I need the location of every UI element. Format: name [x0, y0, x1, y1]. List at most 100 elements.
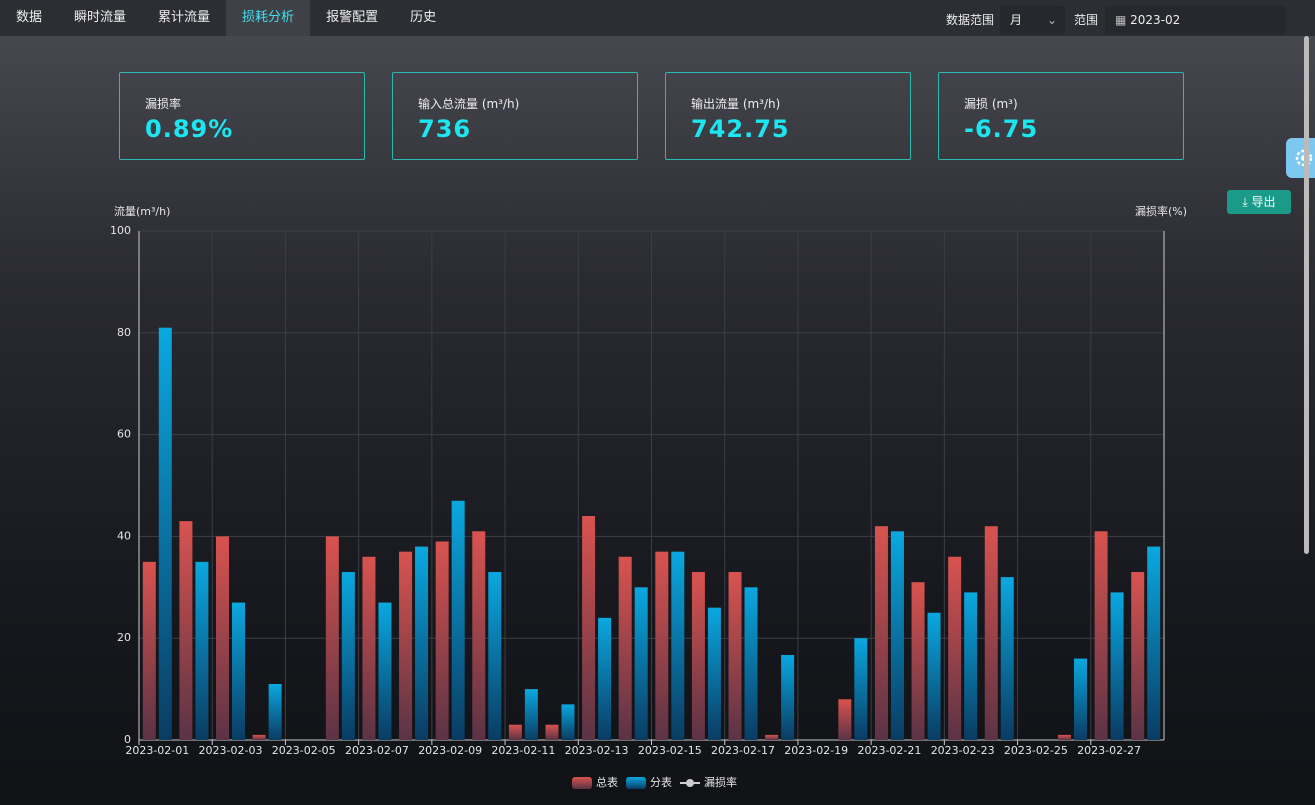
y-tick-label: 40	[117, 529, 131, 542]
bar	[1094, 531, 1108, 740]
stat-label: 漏损 (m³)	[964, 97, 1018, 111]
bar	[1000, 577, 1014, 740]
range-label: 数据范围	[946, 13, 995, 27]
nav-item[interactable]: 报警配置	[326, 10, 379, 25]
bar	[142, 561, 156, 740]
range-select[interactable]: 月 ⌄	[1000, 6, 1065, 34]
bar	[1110, 592, 1124, 740]
bar	[765, 734, 779, 740]
legend-label: 分表	[650, 775, 672, 789]
y-tick-label: 80	[117, 326, 131, 339]
bar	[232, 602, 246, 740]
bar	[598, 617, 612, 740]
stat-value: 736	[418, 115, 472, 143]
bar	[378, 602, 392, 740]
nav-item[interactable]: 瞬时流量	[74, 10, 127, 25]
bar	[435, 541, 449, 740]
legend-swatch	[572, 777, 592, 789]
y2-axis-title: 漏损率(%)	[1135, 204, 1187, 218]
legend-swatch	[626, 777, 646, 789]
bar	[1073, 658, 1087, 740]
x-tick-label: 2023-02-19	[784, 744, 848, 757]
bar	[1131, 572, 1145, 740]
bar	[691, 572, 705, 740]
x-tick-label: 2023-02-07	[345, 744, 409, 757]
calendar-icon: ▦	[1115, 13, 1131, 27]
bar	[252, 734, 266, 740]
bar	[582, 516, 596, 740]
bar	[728, 572, 742, 740]
bar	[195, 561, 209, 740]
bar	[634, 587, 648, 740]
scope-label: 范围	[1074, 13, 1099, 27]
y-tick-label: 0	[124, 733, 131, 746]
stat-card: 输入总流量 (m³/h) 736	[392, 72, 638, 160]
bar	[854, 638, 868, 740]
bar	[451, 500, 465, 740]
x-tick-label: 2023-02-03	[199, 744, 263, 757]
x-tick-label: 2023-02-05	[272, 744, 336, 757]
stat-card: 输出流量 (m³/h) 742.75	[665, 72, 911, 160]
date-picker[interactable]: ▦ 2023-02	[1105, 6, 1286, 34]
x-tick-label: 2023-02-21	[857, 744, 921, 757]
bar	[341, 572, 355, 740]
scrollbar[interactable]	[1304, 36, 1309, 554]
bar	[362, 556, 376, 740]
y-tick-label: 60	[117, 428, 131, 441]
nav-item[interactable]: 历史	[410, 10, 437, 25]
export-icon: ⤓	[1242, 195, 1252, 209]
bar	[964, 592, 978, 740]
nav-bar: 数据 瞬时流量 累计流量 损耗分析 报警配置 历史	[0, 0, 1315, 36]
stat-card: 漏损 (m³) -6.75	[938, 72, 1184, 160]
bar	[671, 551, 685, 740]
stat-label: 输出流量 (m³/h)	[691, 97, 781, 111]
stat-value: 0.89%	[145, 115, 234, 143]
bar	[488, 572, 502, 740]
stat-value: 742.75	[691, 115, 790, 143]
bar	[927, 612, 941, 740]
nav-item[interactable]: 损耗分析	[226, 0, 311, 36]
stat-label: 漏损率	[145, 97, 182, 111]
bar	[268, 684, 282, 740]
settings-button[interactable]	[1286, 138, 1315, 178]
bar	[744, 587, 758, 740]
bar	[325, 536, 339, 740]
x-tick-label: 2023-02-17	[711, 744, 775, 757]
nav-item[interactable]: 累计流量	[158, 10, 211, 25]
bar	[1147, 546, 1161, 740]
bar	[179, 521, 193, 740]
x-tick-label: 2023-02-13	[565, 744, 629, 757]
export-label: 导出	[1251, 195, 1276, 209]
bar	[948, 556, 962, 740]
bar	[1057, 734, 1071, 740]
date-value: 2023-02	[1130, 13, 1181, 27]
y-axis-title: 流量(m³/h)	[114, 204, 170, 218]
bar	[655, 551, 669, 740]
bar	[415, 546, 429, 740]
bar	[158, 327, 172, 740]
x-tick-label: 2023-02-23	[931, 744, 995, 757]
x-tick-label: 2023-02-09	[418, 744, 482, 757]
bar	[618, 556, 632, 740]
stat-label: 输入总流量 (m³/h)	[418, 97, 520, 111]
export-button[interactable]: ⤓ 导出	[1227, 190, 1291, 214]
bar	[874, 526, 888, 740]
bar	[838, 699, 852, 740]
x-tick-label: 2023-02-27	[1077, 744, 1141, 757]
bar	[984, 526, 998, 740]
chevron: ⌄	[1046, 13, 1057, 27]
legend-label: 漏损率	[704, 775, 737, 789]
y-tick-label: 100	[110, 224, 131, 237]
x-tick-label: 2023-02-11	[491, 744, 555, 757]
bar	[472, 531, 486, 740]
nav-item[interactable]: 数据	[16, 10, 43, 25]
bar	[524, 689, 538, 740]
y-tick-label: 20	[117, 631, 131, 644]
bar	[911, 582, 925, 740]
bar	[561, 704, 575, 740]
bar	[707, 607, 721, 740]
stat-value: -6.75	[964, 115, 1039, 143]
bar	[781, 654, 795, 740]
